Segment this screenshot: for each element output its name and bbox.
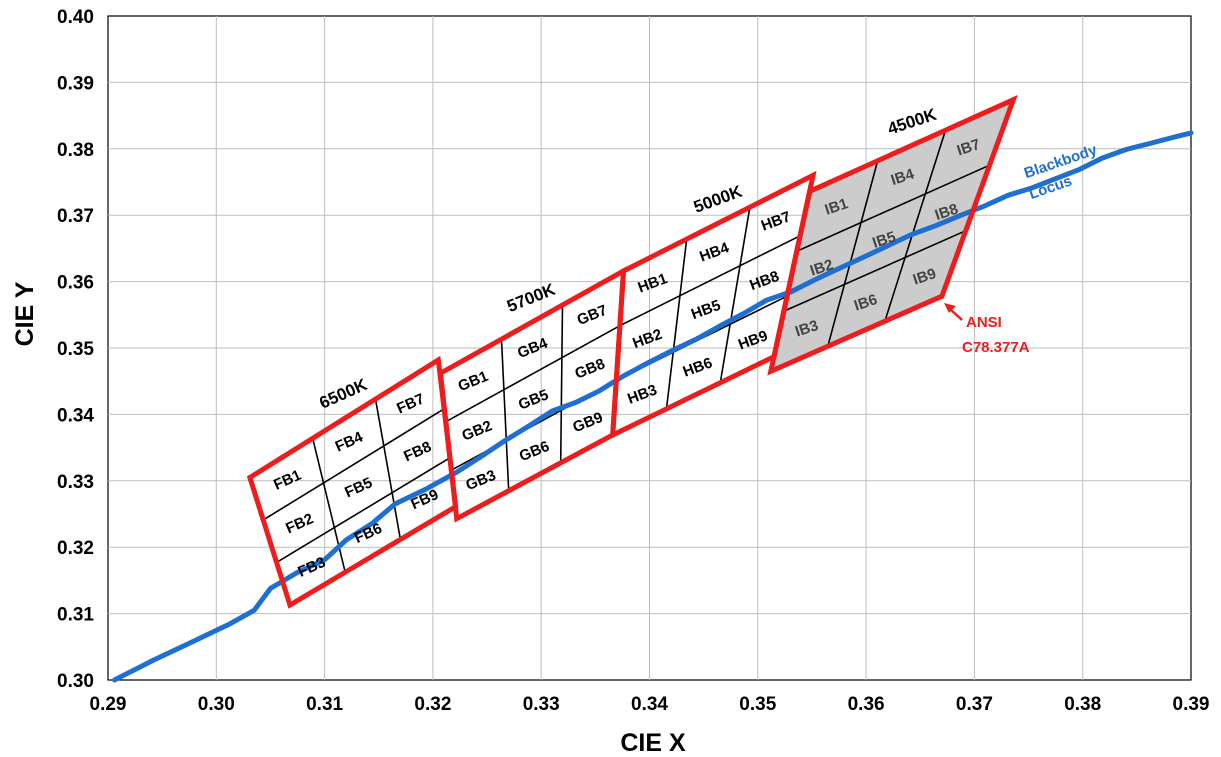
y-tick-label: 0.32 (57, 538, 94, 559)
bin-label: GB4 (515, 334, 551, 362)
bin-divider (374, 398, 402, 540)
blackbody-locus (112, 130, 1194, 683)
bin-label: GB1 (456, 368, 491, 395)
bin-label: IB8 (933, 201, 960, 224)
ansi-label-line1: ANSI (966, 314, 1002, 331)
bin-label: FB4 (333, 428, 366, 455)
bin-label: FB5 (342, 474, 375, 501)
ansi-quadrangle-4500K (767, 94, 1018, 376)
y-tick-label: 0.31 (57, 605, 94, 626)
bin-divider (559, 305, 564, 463)
bin-divider (500, 339, 510, 491)
x-tick-label: 0.32 (414, 694, 451, 715)
bin-label: HB9 (736, 327, 770, 353)
x-tick-label: 0.31 (306, 694, 343, 715)
bin-label: IB1 (823, 195, 850, 218)
y-tick-label: 0.33 (57, 472, 94, 493)
bin-label: GB6 (517, 438, 552, 465)
x-tick-label: 0.33 (523, 694, 560, 715)
bin-divider (276, 457, 451, 564)
x-tick-label: 0.34 (631, 694, 668, 715)
x-tick-label: 0.29 (90, 694, 127, 715)
y-tick-label: 0.40 (57, 7, 94, 28)
bin-label: IB2 (808, 256, 835, 279)
bin-divider (311, 438, 346, 573)
bin-divider (665, 239, 688, 409)
bin-label: FB9 (408, 486, 441, 513)
bin-label: HB7 (759, 208, 793, 234)
y-axis-label: CIE Y (11, 281, 39, 346)
bin-label: GB5 (516, 386, 551, 413)
x-tick-label: 0.39 (1173, 694, 1210, 715)
y-tick-label: 0.38 (57, 140, 94, 161)
bin-label: IB5 (870, 228, 897, 251)
bin-label: HB8 (747, 268, 781, 294)
x-tick-label: 0.30 (198, 694, 235, 715)
ansi-outlines (246, 94, 1018, 609)
bin-divider (796, 164, 990, 253)
bin-label: IB4 (889, 165, 917, 189)
bin-divider (619, 235, 801, 327)
tick-labels: 0.29 0.30 0.31 0.32 0.33 0.34 0.35 0.36 0.37 0.38… (57, 7, 1209, 715)
bin-label: IB3 (793, 317, 820, 340)
bin-label: GB7 (575, 302, 610, 329)
bin-label: FB6 (352, 520, 385, 547)
bin-divider (783, 229, 967, 312)
bin-divider (827, 160, 879, 347)
y-tick-label: 0.34 (57, 405, 94, 426)
x-tick-label: 0.36 (848, 694, 885, 715)
bin-label: HB3 (625, 381, 659, 407)
ansi-label-line2: C78.377A (962, 339, 1030, 356)
bin-label: FB2 (283, 510, 316, 537)
x-tick-label: 0.38 (1064, 694, 1101, 715)
bin-label: FB7 (394, 390, 427, 417)
cct-label: 4500K (885, 105, 939, 139)
blackbody-locus-line (112, 130, 1194, 683)
y-tick-label: 0.39 (57, 73, 94, 94)
bin-label: HB1 (636, 270, 670, 296)
y-tick-label: 0.30 (57, 671, 94, 692)
bin-divider (884, 129, 947, 322)
y-tick-label: 0.36 (57, 273, 94, 294)
bin-divider (719, 207, 751, 383)
bin-label: IB6 (852, 291, 879, 314)
x-axis-label: CIE X (620, 729, 686, 757)
bin-label: HB4 (697, 239, 732, 265)
x-tick-label: 0.37 (956, 694, 993, 715)
ansi-annotation: ANSI C78.377A (944, 303, 1030, 356)
x-tick-label: 0.35 (739, 694, 776, 715)
bin-label: FB8 (401, 438, 434, 465)
bin-label: GB9 (570, 409, 605, 436)
bin-divider (445, 324, 621, 423)
bin-label: IB9 (911, 265, 938, 288)
y-tick-label: 0.37 (57, 206, 94, 227)
bin-label: IB7 (955, 136, 982, 159)
bin-label: FB1 (271, 467, 304, 494)
y-tick-label: 0.35 (57, 339, 94, 360)
bin-label: GB8 (573, 355, 608, 382)
bin-divider (262, 408, 445, 521)
bin-label: HB6 (681, 354, 715, 380)
ansi-arrow-head (944, 303, 956, 313)
bin-label: GB2 (460, 417, 495, 444)
ansi-arrow-shaft (949, 308, 963, 321)
bin-label: HB5 (689, 297, 723, 323)
bin-label: GB3 (463, 467, 498, 494)
